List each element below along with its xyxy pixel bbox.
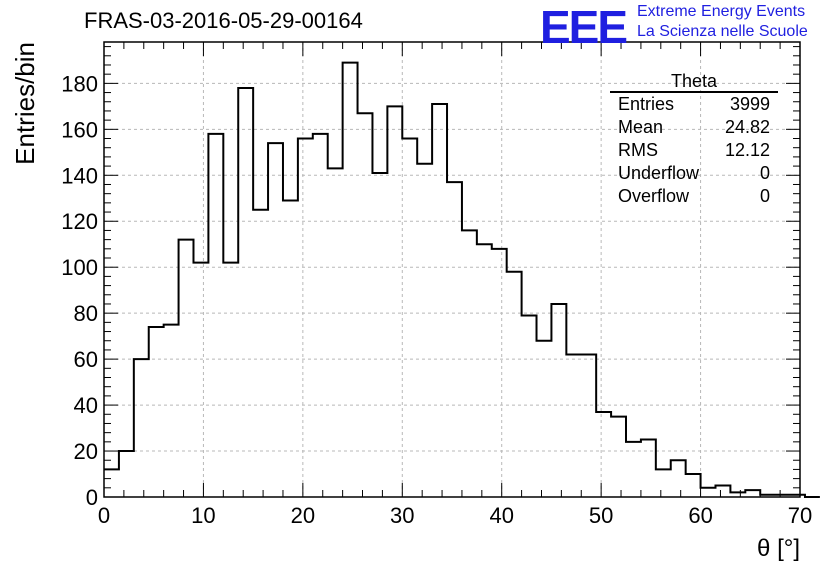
histogram-bin	[730, 492, 745, 497]
histogram-bin	[208, 134, 223, 497]
stats-row-underflow: Underflow 0	[610, 162, 778, 185]
y-tick-label: 0	[86, 485, 98, 510]
logo-subtitle-line1: Extreme Energy Events	[637, 3, 806, 20]
histogram-bin	[432, 104, 447, 497]
histogram-bin	[596, 412, 611, 497]
histogram-bin	[715, 486, 730, 497]
histogram-bin	[656, 469, 671, 497]
y-tick-label: 80	[74, 301, 98, 326]
histogram-bin	[134, 359, 149, 497]
histogram-bin	[701, 488, 716, 497]
x-tick-label: 70	[788, 503, 812, 528]
histogram-bin	[179, 240, 194, 497]
stats-box: Theta Entries 3999 Mean 24.82 RMS 12.12 …	[610, 72, 778, 208]
histogram-bin	[775, 495, 790, 497]
histogram-bin	[522, 315, 537, 497]
histogram-bin	[298, 139, 313, 497]
stats-row-rms: RMS 12.12	[610, 139, 778, 162]
histogram-bin	[447, 182, 462, 497]
histogram-bin	[193, 263, 208, 497]
histogram-line	[104, 61, 820, 498]
histogram-bin	[417, 164, 432, 497]
histogram-bin	[372, 173, 387, 497]
histogram-bin	[686, 474, 701, 497]
x-axis-label: θ [°]	[757, 535, 800, 562]
histogram-bin	[328, 168, 343, 497]
x-tick-label: 20	[291, 503, 315, 528]
stats-label: Overflow	[618, 186, 690, 206]
histogram-bin	[626, 442, 641, 497]
x-tick-label: 50	[589, 503, 613, 528]
histogram-bin	[402, 139, 417, 497]
histogram-bin	[268, 143, 283, 497]
y-tick-label: 120	[61, 209, 98, 234]
histogram-bin	[462, 230, 477, 497]
stats-title: Theta	[610, 72, 778, 93]
histogram-bin	[358, 113, 373, 497]
histogram-bin	[790, 495, 805, 497]
y-tick-label: 40	[74, 393, 98, 418]
stats-label: Mean	[618, 117, 664, 137]
histogram-bin	[104, 469, 119, 497]
histogram-bin	[253, 210, 268, 497]
stats-value: 0	[759, 186, 770, 206]
x-tick-label: 30	[390, 503, 414, 528]
histogram-bin	[671, 460, 686, 497]
logo-subtitle-line2: La Scienza nelle Scuole	[637, 23, 808, 40]
histogram-bin	[760, 495, 775, 497]
histogram-bin	[477, 244, 492, 497]
stats-label: Entries	[618, 94, 675, 114]
histogram-bin	[119, 451, 134, 497]
x-tick-label: 60	[688, 503, 712, 528]
histogram-bin	[745, 490, 760, 497]
plot-frame	[103, 41, 801, 498]
histogram-bin	[238, 88, 253, 497]
histogram-bin	[611, 417, 626, 497]
stats-label: RMS	[618, 140, 658, 160]
stats-label: Underflow	[618, 163, 700, 183]
stats-value: 3999	[729, 94, 770, 114]
histogram-bin	[283, 201, 298, 497]
chart-title: FRAS-03-2016-05-29-00164	[84, 8, 363, 33]
histogram-bin	[507, 272, 522, 497]
x-tick-label: 40	[489, 503, 513, 528]
histogram-bin	[566, 355, 581, 497]
x-tick-label: 0	[98, 503, 110, 528]
eee-logo: EEE	[540, 1, 628, 53]
histogram-bin	[537, 341, 552, 497]
y-tick-label: 140	[61, 163, 98, 188]
stats-value: 24.82	[724, 117, 770, 137]
stats-row-mean: Mean 24.82	[610, 116, 778, 139]
stats-row-overflow: Overflow 0	[610, 185, 778, 208]
stats-value: 0	[759, 163, 770, 183]
histogram-bin	[492, 249, 507, 497]
histogram-bin	[223, 263, 238, 497]
y-tick-label: 20	[74, 439, 98, 464]
y-tick-label: 100	[61, 255, 98, 280]
stats-value: 12.12	[724, 140, 770, 160]
histogram-bin	[387, 106, 402, 497]
histogram-bin	[581, 355, 596, 497]
histogram-bin	[343, 63, 358, 497]
y-tick-label: 160	[61, 117, 98, 142]
x-tick-label: 10	[191, 503, 215, 528]
histogram-bin	[313, 134, 328, 497]
histogram-bin	[551, 304, 566, 497]
stats-row-entries: Entries 3999	[610, 93, 778, 116]
histogram-bin	[164, 325, 179, 497]
histogram-bin	[641, 440, 656, 497]
y-tick-label: 60	[74, 347, 98, 372]
y-tick-label: 180	[61, 71, 98, 96]
histogram-bin	[149, 327, 164, 497]
y-axis-label: Entries/bin	[10, 42, 40, 165]
